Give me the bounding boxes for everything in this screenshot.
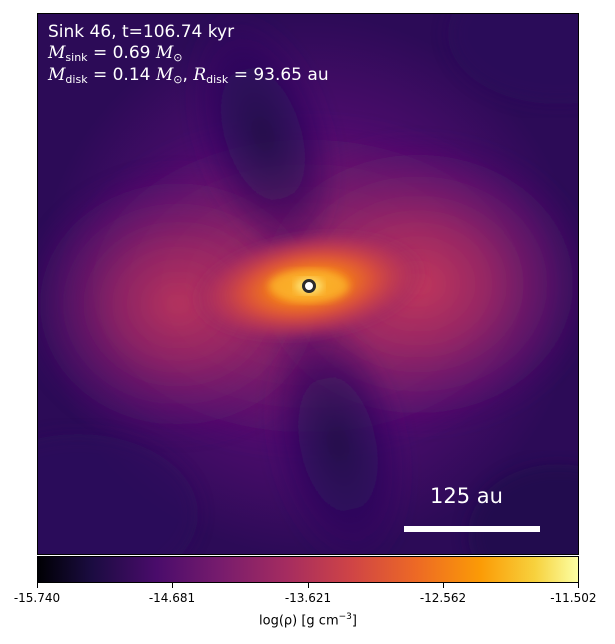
- colorbar-tick-label: -14.681: [148, 591, 196, 605]
- colorbar-tick: [37, 583, 38, 588]
- colorbar-tick-label: -13.621: [284, 591, 332, 605]
- colorbar-tick: [578, 583, 579, 588]
- disk-mass-radius-label: Mdisk = 0.14 M⊙, Rdisk = 93.65 au: [48, 65, 329, 86]
- scalebar-line: [404, 526, 540, 532]
- colorbar-tick: [308, 583, 309, 588]
- sink-marker: [302, 279, 316, 293]
- sink-title: Sink 46, t=106.74 kyr: [48, 22, 235, 42]
- colorbar-tick: [443, 583, 444, 588]
- density-map-panel: Sink 46, t=106.74 kyr Msink = 0.69 M⊙ Md…: [37, 13, 579, 555]
- colorbar-tick-label: -15.740: [13, 591, 61, 605]
- colorbar: [37, 556, 579, 583]
- colorbar-tick: [172, 583, 173, 588]
- sink-mass-label: Msink = 0.69 M⊙: [48, 43, 183, 64]
- colorbar-tick-label: -11.502: [550, 591, 597, 605]
- scalebar-label: 125 au: [430, 484, 503, 508]
- density-map-image: [38, 14, 578, 554]
- colorbar-tick-label: -12.562: [419, 591, 467, 605]
- colorbar-label: log(ρ) [g cm−3]: [259, 612, 357, 629]
